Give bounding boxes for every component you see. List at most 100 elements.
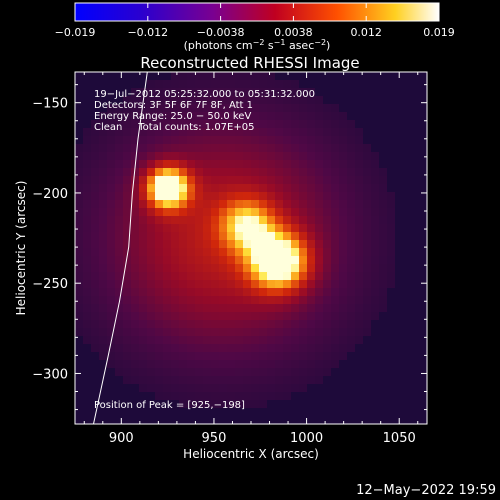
heatmap-cell (379, 272, 387, 280)
heatmap-cell (219, 304, 227, 312)
heatmap-cell (323, 112, 331, 120)
heatmap-cell (259, 120, 267, 128)
heatmap-cell (219, 128, 227, 136)
heatmap-cell (315, 352, 323, 360)
heatmap-cell (235, 360, 243, 368)
heatmap-cell (203, 360, 211, 368)
heatmap-cell (115, 328, 123, 336)
heatmap-cell (75, 296, 83, 304)
heatmap-cell (331, 304, 339, 312)
heatmap-cell (315, 104, 323, 112)
heatmap-cell (307, 368, 315, 376)
colorbar: −0.019 −0.012 −0.0038 0.0038 0.012 0.019 (pho… (55, 2, 455, 52)
heatmap-cell (371, 272, 379, 280)
heatmap-cell (251, 288, 259, 296)
heatmap-cell (83, 232, 91, 240)
heatmap-cell (91, 240, 99, 248)
heatmap-cell (131, 96, 139, 104)
heatmap-cell (315, 256, 323, 264)
heatmap-cell (355, 264, 363, 272)
heatmap-cell (259, 104, 267, 112)
heatmap-cell (163, 304, 171, 312)
heatmap-cell (339, 304, 347, 312)
heatmap-cell (163, 320, 171, 328)
heatmap-cell (299, 336, 307, 344)
heatmap-cell (195, 96, 203, 104)
heatmap-cell (283, 272, 291, 280)
heatmap-cell (227, 168, 235, 176)
colorbar-ticks: −0.019 −0.012 −0.0038 0.0038 0.012 0.019 (55, 3, 455, 39)
heatmap-cell (179, 88, 187, 96)
heatmap-cell (115, 152, 123, 160)
heatmap-cell (211, 120, 219, 128)
heatmap-cell (275, 232, 283, 240)
heatmap-cell (227, 80, 235, 88)
heatmap-cell (155, 368, 163, 376)
heatmap-cell (219, 320, 227, 328)
heatmap-cell (267, 200, 275, 208)
heatmap-cell (99, 264, 107, 272)
heatmap-cell (347, 168, 355, 176)
heatmap-cell (211, 320, 219, 328)
heatmap-cell (379, 224, 387, 232)
heatmap-cell (99, 328, 107, 336)
heatmap-cell (91, 336, 99, 344)
heatmap-cell (163, 200, 171, 208)
heatmap-cell (155, 144, 163, 152)
heatmap-cell (163, 328, 171, 336)
heatmap-cell (275, 136, 283, 144)
plot-date: 12−May−2022 19:59 (356, 483, 496, 498)
heatmap-cell (235, 104, 243, 112)
heatmap-cell (347, 120, 355, 128)
heatmap-cell (99, 144, 107, 152)
heatmap-cell (283, 320, 291, 328)
heatmap-cell (267, 176, 275, 184)
heatmap-cell (107, 232, 115, 240)
heatmap-cell (219, 184, 227, 192)
heatmap-cell (379, 264, 387, 272)
heatmap-cell (339, 280, 347, 288)
heatmap-cell (123, 112, 131, 120)
heatmap-cell (315, 264, 323, 272)
heatmap-cell (235, 376, 243, 384)
heatmap-cell (115, 368, 123, 376)
heatmap-cell (275, 120, 283, 128)
heatmap-cell (195, 184, 203, 192)
heatmap-cell (195, 328, 203, 336)
heatmap-cell (347, 144, 355, 152)
heatmap-cell (259, 80, 267, 88)
heatmap-cell (339, 224, 347, 232)
heatmap-cell (187, 152, 195, 160)
heatmap-cell (187, 224, 195, 232)
heatmap-cell (139, 304, 147, 312)
heatmap-cell (347, 216, 355, 224)
heatmap-cell (179, 248, 187, 256)
heatmap-cell (275, 392, 283, 400)
heatmap-cell (163, 376, 171, 384)
annotation-detectors: Detectors: 3F 5F 6F 7F 8F, Att 1 (94, 100, 253, 111)
heatmap-cell (243, 328, 251, 336)
heatmap-cell (155, 152, 163, 160)
heatmap-cell (83, 136, 91, 144)
heatmap-cell (179, 256, 187, 264)
heatmap-cell (203, 376, 211, 384)
heatmap-cell (315, 248, 323, 256)
heatmap-cell (339, 288, 347, 296)
heatmap-cell (179, 184, 187, 192)
heatmap-cell (171, 264, 179, 272)
heatmap-cell (211, 80, 219, 88)
heatmap-cell (139, 288, 147, 296)
heatmap-cell (259, 248, 267, 256)
heatmap-cell (307, 320, 315, 328)
heatmap-cell (203, 400, 211, 408)
heatmap-cell (259, 160, 267, 168)
heatmap-cell (331, 256, 339, 264)
heatmap-cell (251, 88, 259, 96)
heatmap-cell (283, 312, 291, 320)
heatmap-cell (203, 120, 211, 128)
heatmap-cell (91, 200, 99, 208)
heatmap-cell (179, 96, 187, 104)
heatmap-cell (355, 200, 363, 208)
heatmap-cell (147, 280, 155, 288)
heatmap-cell (115, 232, 123, 240)
